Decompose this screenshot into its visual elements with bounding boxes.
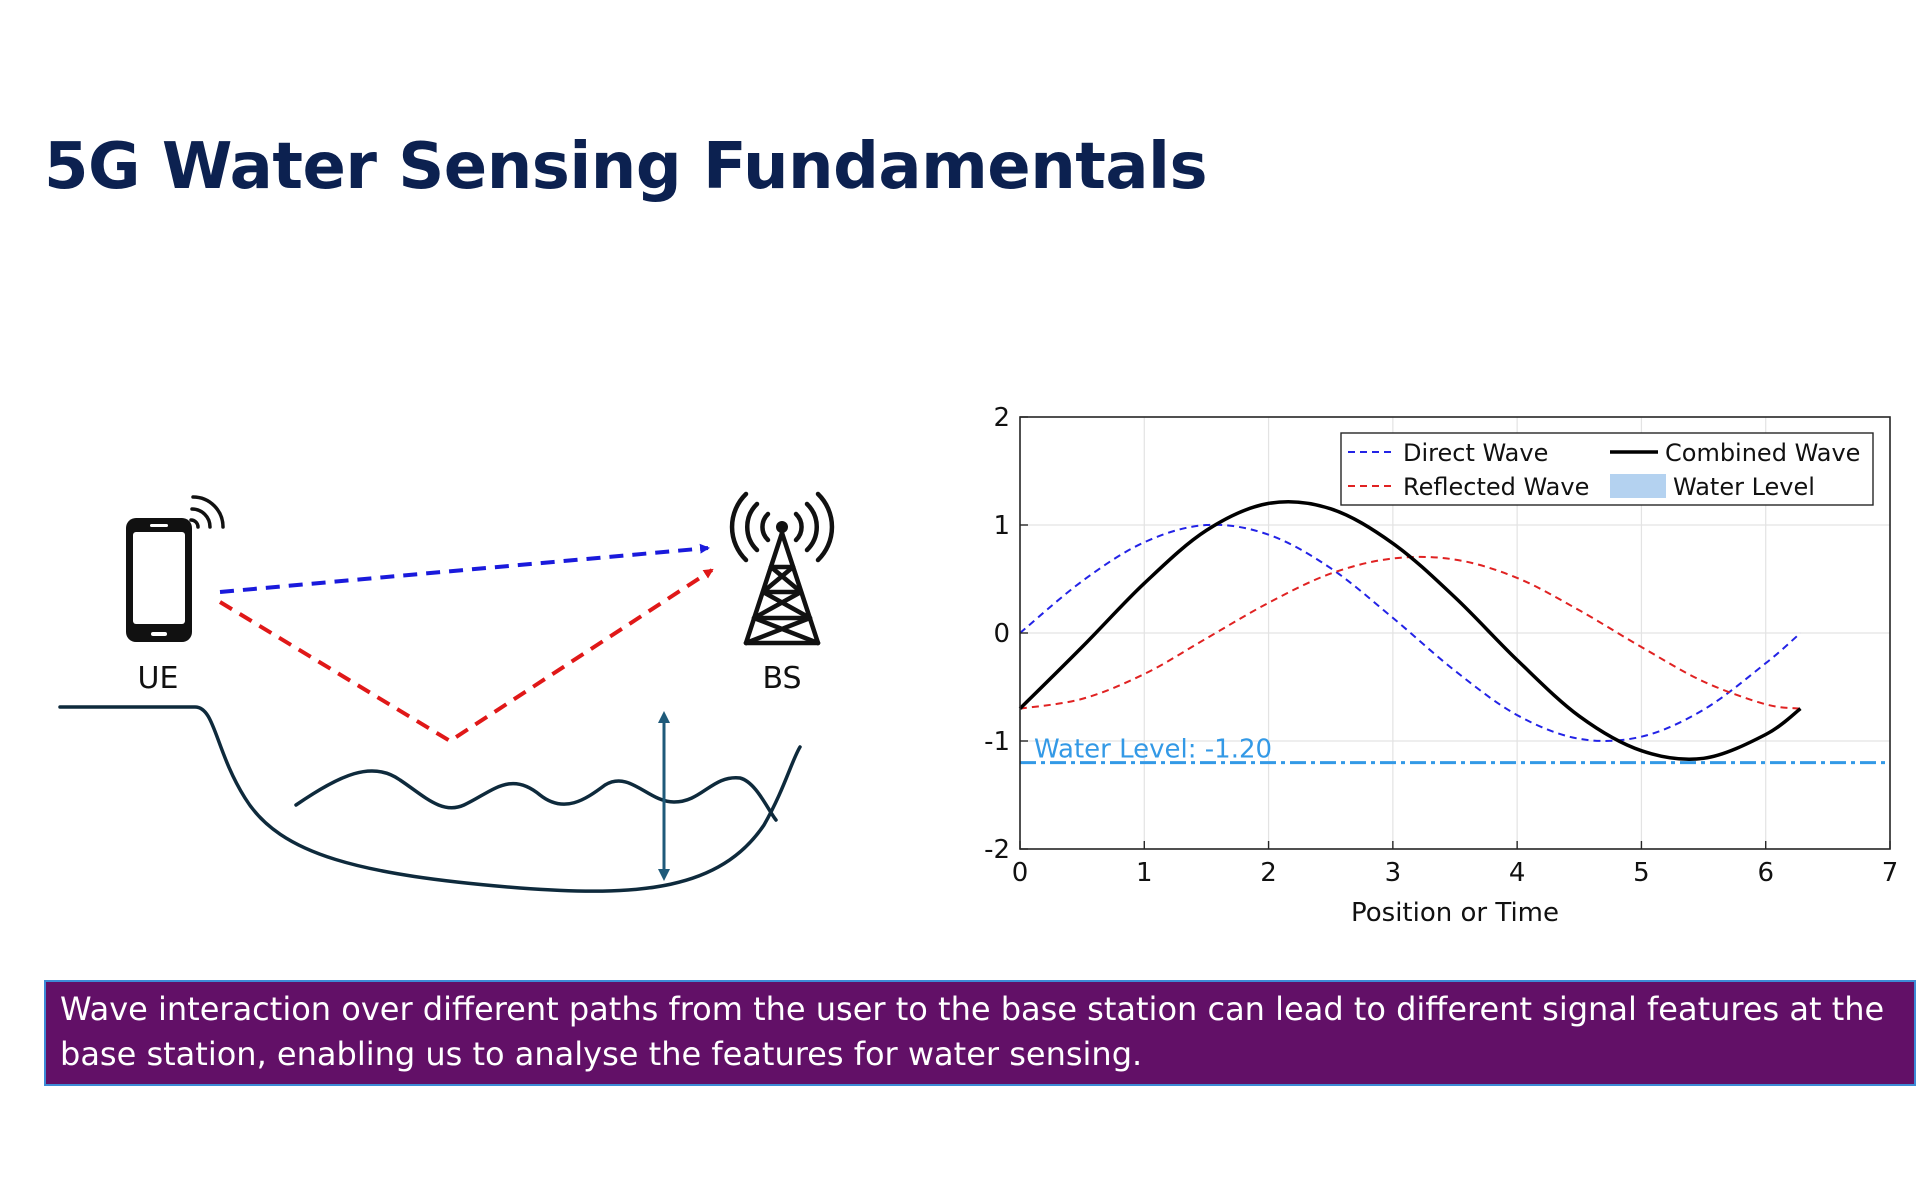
y-tick-label: -1: [984, 727, 1010, 757]
x-tick-label: 5: [1633, 858, 1650, 888]
y-tick-label: -2: [984, 835, 1010, 865]
x-tick-label: 4: [1509, 858, 1526, 888]
x-tick-label: 6: [1757, 858, 1774, 888]
y-tick-label: 1: [993, 511, 1010, 541]
reflected-path-arrow: [218, 568, 714, 744]
legend-label-direct: Direct Wave: [1403, 439, 1548, 467]
x-tick-label: 7: [1882, 858, 1899, 888]
wave-chart: Water Level: -1.20 0 1 2 3 4 5 6 7 2 1 0 -1 -2 Posit…: [984, 403, 1898, 928]
caption-box: Wave interaction over different paths fr…: [44, 980, 1916, 1086]
legend-label-water: Water Level: [1673, 473, 1815, 501]
cell-tower-icon: [729, 491, 835, 646]
legend-label-combined: Combined Wave: [1665, 439, 1860, 467]
series-line-reflected-wave: [1019, 555, 1801, 710]
water-surface-wave: [294, 769, 778, 822]
chart-legend: Direct Wave Reflected Wave Combined Wave…: [1340, 432, 1874, 506]
water-basin-outline: [58, 705, 802, 893]
axis-ticks: 0 1 2 3 4 5 6 7 2 1 0 -1 -2: [984, 403, 1898, 888]
series-layer: [1018, 500, 1802, 761]
x-tick-label: 3: [1385, 858, 1402, 888]
x-axis-label: Position or Time: [1351, 898, 1559, 928]
y-tick-label: 2: [993, 403, 1010, 433]
ue-label: UE: [138, 661, 179, 696]
series-line-combined-wave: [1018, 500, 1802, 761]
water-level-layer: Water Level: -1.20: [1020, 735, 1890, 765]
y-tick-label: 0: [993, 619, 1010, 649]
water-level-annotation: Water Level: -1.20: [1034, 735, 1272, 765]
legend-box: [1340, 432, 1874, 506]
series-line-direct-wave: [1019, 523, 1802, 742]
x-tick-label: 1: [1136, 858, 1153, 888]
legend-swatch-water: [1610, 474, 1666, 498]
legend-label-reflected: Reflected Wave: [1403, 473, 1589, 501]
direct-path-arrow: [219, 543, 710, 594]
signal-waves-icon: [189, 495, 225, 529]
x-tick-label: 2: [1260, 858, 1277, 888]
page-title: 5G Water Sensing Fundamentals: [44, 130, 1208, 204]
bs-label: BS: [762, 661, 801, 696]
phone-icon: [126, 518, 192, 642]
multipath-diagram: UE BS: [58, 491, 835, 893]
x-tick-label: 0: [1012, 858, 1029, 888]
